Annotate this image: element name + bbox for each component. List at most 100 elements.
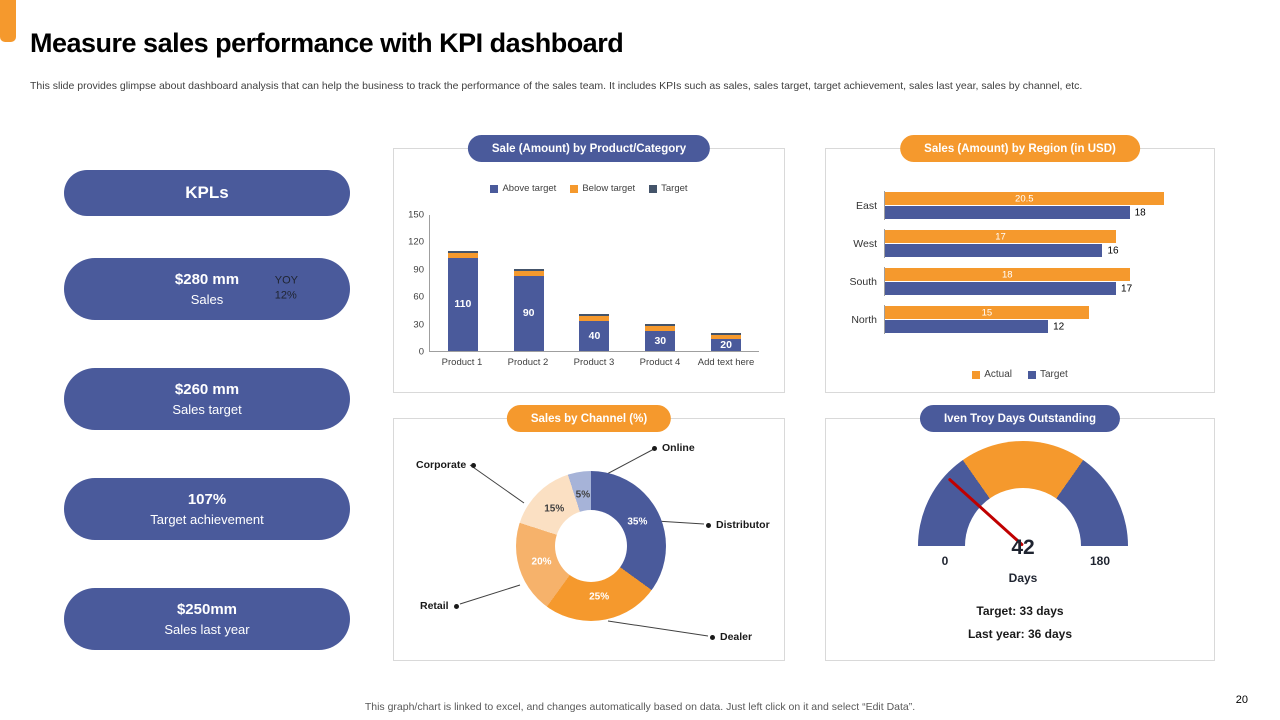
legend-swatch-orange — [972, 370, 981, 379]
gauge-last-year-label: Last year: 36 days — [967, 627, 1073, 641]
slice-percent-label: 35% — [627, 516, 648, 528]
category-label: Product 2 — [507, 357, 549, 368]
kpi-label: Target achievement — [150, 511, 264, 527]
kpi-value: $280 mm — [174, 271, 240, 289]
bar-column: 110 — [431, 250, 495, 351]
y-axis-tick: 60 — [413, 291, 424, 303]
callout-label: Retail — [420, 600, 449, 612]
region-row: North 15 12 — [838, 305, 1184, 334]
bar-column: 40 — [562, 314, 626, 351]
callout-label: Distributor — [716, 519, 770, 531]
kpi-value: $260 mm — [174, 381, 240, 399]
y-axis-tick: 0 — [418, 346, 424, 358]
kpi-header-label: KPLs — [185, 183, 229, 202]
legend-item: Target — [1028, 369, 1068, 380]
kpi-pill-sales: $280 mm Sales YOY 12% — [64, 258, 350, 320]
sales-by-channel-chart: Sales by Channel (%) 35% 25% 20% 15% 5% Onli… — [393, 405, 785, 661]
gauge-value: 42 — [1011, 536, 1035, 559]
callout-online: Online — [652, 442, 695, 454]
region-chart: Sales (Amount) by Region (in USD) East 20… — [825, 135, 1215, 393]
slice-percent-label: 20% — [531, 556, 552, 568]
y-axis-tick: 30 — [413, 319, 424, 331]
callout-dot — [652, 445, 657, 451]
legend-swatch-orange — [570, 184, 579, 193]
gauge-unit-label: Days — [1008, 571, 1038, 585]
bar-column: 90 — [497, 268, 561, 351]
region-row: South 18 17 — [838, 267, 1184, 296]
legend-item: Below target — [570, 183, 635, 194]
legend-label: Actual — [984, 369, 1012, 380]
slice-percent-label: 15% — [544, 503, 565, 515]
legend-swatch-dark — [649, 184, 658, 193]
kpi-value: $250mm — [176, 601, 238, 619]
region-chart-rows: East 20.5 18 West 17 16 South 18 17 North 15 12 — [838, 191, 1184, 343]
legend-item: Above target — [490, 183, 556, 194]
product-chart-categories: Product 1 Product 2 Product 3 Product 4 Add … — [429, 357, 759, 368]
kpi-header-pill: KPLs — [64, 170, 350, 216]
category-label: Product 4 — [639, 357, 681, 368]
kpi-label: Sales target — [172, 401, 242, 417]
legend-label: Below target — [582, 183, 636, 194]
kpi-value: 107% — [187, 491, 227, 509]
category-label: Product 1 — [441, 357, 483, 368]
callout-dot — [453, 603, 459, 609]
kpi-pill-sales-last-year: $250mm Sales last year — [64, 588, 350, 650]
legend-swatch-blue — [490, 184, 499, 193]
chart-title-pill: Iven Troy Days Outstanding — [919, 405, 1121, 432]
gauge-max-label: 180 — [1089, 554, 1111, 568]
kpi-label: Sales — [190, 291, 224, 307]
callout-retail: Retail — [420, 600, 459, 612]
footer-note: This graph/chart is linked to excel, and… — [364, 701, 916, 713]
legend-label: Target — [661, 183, 688, 194]
gauge — [918, 441, 1128, 546]
kpi-label: Sales last year — [164, 621, 250, 637]
region-chart-legend: Actual Target — [826, 369, 1214, 380]
chart-title-pill: Sales by Channel (%) — [506, 405, 672, 432]
donut: 35% 25% 20% 15% 5% — [516, 471, 666, 621]
callout-dealer: Dealer — [710, 631, 752, 643]
gauge-target-label: Target: 33 days — [976, 604, 1064, 618]
page-subtitle: This slide provides glimpse about dashbo… — [30, 80, 1083, 92]
legend-item: Actual — [972, 369, 1012, 380]
slice-percent-label: 5% — [575, 489, 591, 501]
callout-dot — [706, 522, 711, 528]
legend-item: Target — [649, 183, 688, 194]
callout-dot — [471, 462, 477, 468]
page-number: 20 — [1235, 694, 1248, 706]
callout-label: Online — [662, 442, 695, 454]
gauge-min-label: 0 — [941, 554, 949, 568]
days-outstanding-chart: Iven Troy Days Outstanding 0 180 42 Days… — [825, 405, 1215, 661]
region-row: East 20.5 18 — [838, 191, 1184, 220]
slice-percent-label: 25% — [589, 591, 610, 603]
legend-swatch-blue — [1028, 370, 1036, 379]
bar-chart-legend: Above target Below target Target — [394, 183, 784, 194]
y-axis-tick: 150 — [408, 209, 424, 221]
kpi-yoy-line2: 12% — [274, 290, 297, 302]
kpi-yoy-note: YOY 12% — [275, 274, 298, 305]
callout-label: Dealer — [720, 631, 753, 643]
bar-column: 30 — [628, 323, 692, 351]
region-row: West 17 16 — [838, 229, 1184, 258]
product-chart-plot: 110 90 40 30 20 — [429, 215, 759, 352]
y-axis-tick: 90 — [413, 264, 424, 276]
callout-corporate: Corporate — [416, 459, 477, 471]
product-category-chart: Sale (Amount) by Product/Category Above … — [393, 135, 785, 393]
chart-title-pill: Sales (Amount) by Region (in USD) — [900, 135, 1140, 162]
callout-label: Corporate — [416, 459, 467, 471]
category-label: Add text here — [697, 357, 755, 368]
kpi-pill-target-achievement: 107% Target achievement — [64, 478, 350, 540]
kpi-pill-sales-target: $260 mm Sales target — [64, 368, 350, 430]
y-axis-tick: 120 — [408, 236, 424, 248]
callout-distributor: Distributor — [706, 519, 770, 531]
accent-bar — [0, 0, 16, 42]
page-title: Measure sales performance with KPI dashb… — [30, 28, 624, 58]
category-label: Product 3 — [573, 357, 615, 368]
bar-column: 20 — [694, 332, 758, 351]
callout-dot — [710, 634, 715, 640]
chart-title-pill: Sale (Amount) by Product/Category — [467, 135, 711, 162]
kpi-yoy-line1: YOY — [274, 274, 298, 287]
legend-label: Target — [1040, 369, 1068, 380]
legend-label: Above target — [502, 183, 557, 194]
donut-hole — [555, 510, 627, 582]
